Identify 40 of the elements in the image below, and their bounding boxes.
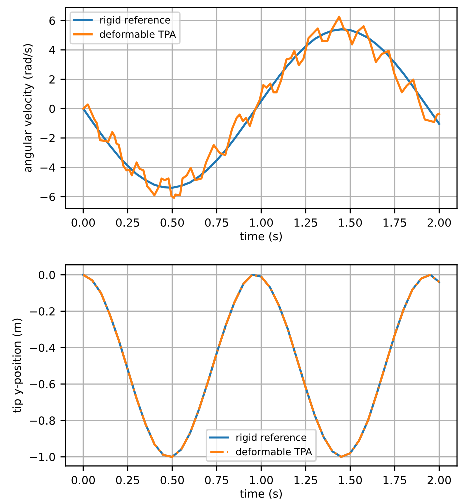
legend-label: rigid reference xyxy=(236,434,307,444)
x-tick-label: 1.25 xyxy=(294,218,318,228)
x-tick-label: 0.75 xyxy=(205,476,228,485)
x-axis-title: time (s) xyxy=(240,489,282,500)
x-tick-label: 1.25 xyxy=(294,476,318,485)
y-tick-label: 6 xyxy=(50,16,56,26)
legend-label: deformable TPA xyxy=(236,448,312,456)
x-tick-label: 1.50 xyxy=(339,218,362,228)
legend-label: deformable TPA xyxy=(100,30,176,38)
x-tick-label: 0.50 xyxy=(160,218,184,228)
x-tick-label: 0.00 xyxy=(72,476,96,485)
x-tick-label: 2.00 xyxy=(428,218,452,228)
x-tick-label: 0.00 xyxy=(72,218,96,228)
y-tick-label: −0.2 xyxy=(30,307,55,316)
y-tick-label: 2 xyxy=(50,75,55,84)
y-tick-label: −2 xyxy=(40,134,55,142)
x-tick-label: 1.75 xyxy=(384,218,406,228)
x-tick-label: 1.75 xyxy=(384,476,406,485)
y-tick-label: −1.0 xyxy=(30,453,56,462)
x-tick-label: 2.00 xyxy=(428,476,452,485)
x-tick-label: 0.25 xyxy=(116,476,140,485)
x-tick-label: 1.50 xyxy=(339,476,362,485)
y-tick-label: −0.6 xyxy=(30,380,56,389)
x-tick-label: 0.75 xyxy=(205,218,228,228)
y-tick-label: 4 xyxy=(49,46,56,54)
line-series xyxy=(82,274,441,458)
x-axis-title: time (s) xyxy=(240,232,282,242)
y-tick-label: 0.0 xyxy=(39,271,56,280)
x-tick-label: 1.00 xyxy=(250,218,274,228)
x-tick-label: 0.25 xyxy=(116,218,140,228)
y-tick-label: −4 xyxy=(40,164,56,172)
y-tick-label: −0.4 xyxy=(30,344,56,352)
y-tick-label: −0.8 xyxy=(30,416,56,426)
x-tick-label: 0.50 xyxy=(160,476,184,485)
y-tick-label: −6 xyxy=(40,192,56,202)
y-axis-title: tip y-position (m) xyxy=(12,318,24,414)
legend-label: rigid reference xyxy=(100,16,170,26)
y-tick-label: 0 xyxy=(50,104,56,114)
y-axis-title: angular velocity (rad/s) xyxy=(23,44,34,172)
x-tick-label: 1.00 xyxy=(250,476,274,485)
